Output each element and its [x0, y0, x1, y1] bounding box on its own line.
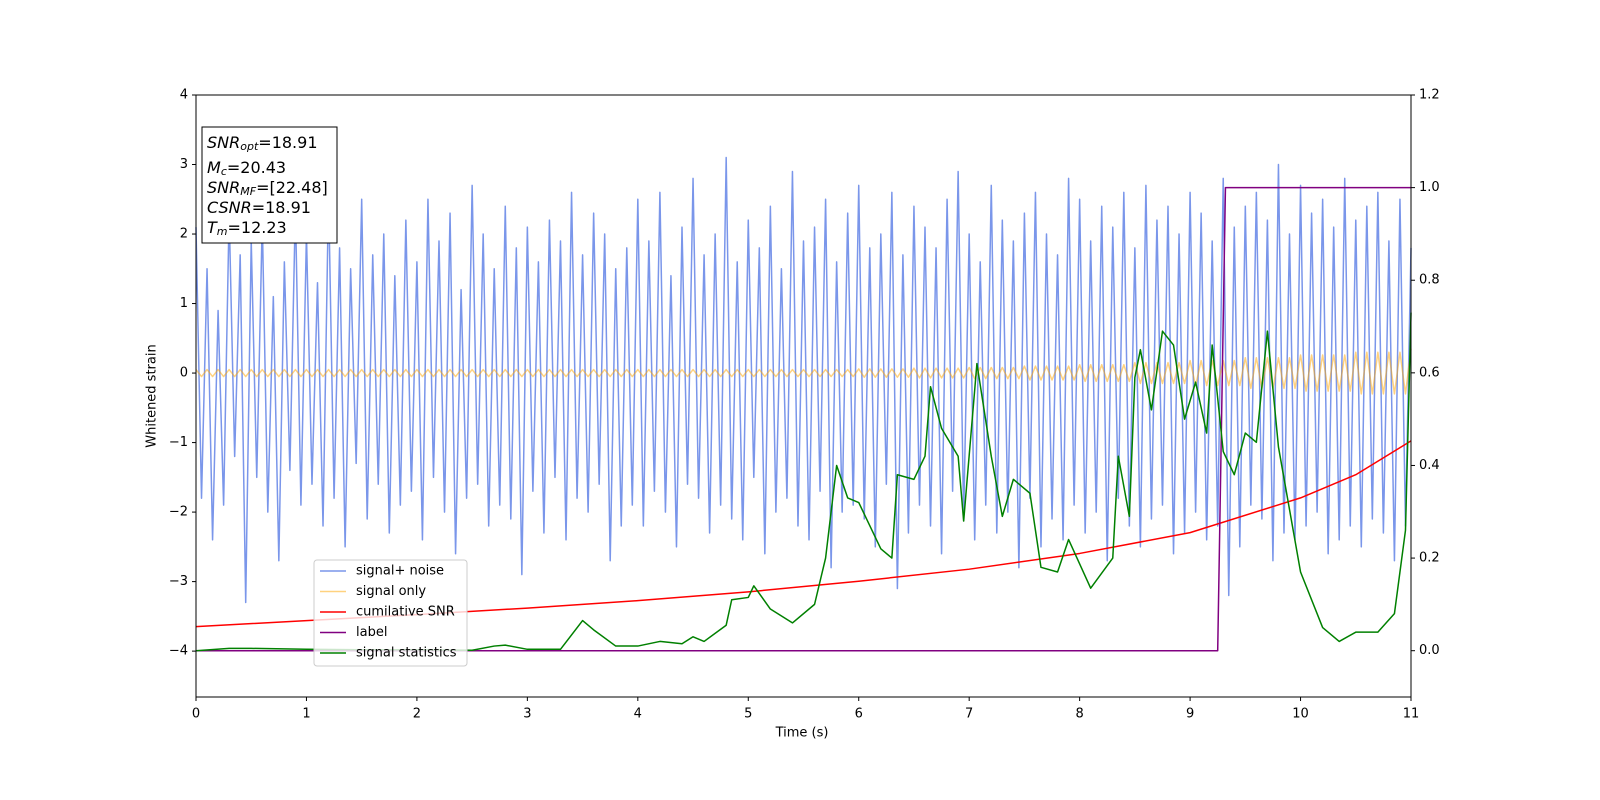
x-axis-label: Time (s) — [775, 726, 829, 741]
series-line — [195, 312, 1412, 652]
annotation-value: =12.23 — [228, 218, 287, 237]
annotation-subscript: opt — [240, 140, 259, 153]
y-tick-label: 3 — [180, 157, 188, 172]
y2-tick-label: 0.4 — [1419, 458, 1440, 473]
annotation-line: CSNR=18.91 — [207, 198, 311, 217]
legend-label: label — [356, 625, 387, 640]
legend-box — [313, 559, 468, 667]
annotation-value: =18.91 — [258, 133, 317, 152]
series-line — [195, 348, 1412, 395]
y-tick-label: 4 — [180, 88, 188, 103]
legend-label: signal+ noise — [356, 564, 444, 579]
annotation-subscript: MF — [240, 185, 256, 198]
legend-label: signal statistics — [356, 646, 457, 661]
y-tick-label: 2 — [180, 227, 188, 242]
series-line — [195, 156, 1412, 604]
x-tick-label: 6 — [855, 707, 863, 722]
annotation-line: Tm=12.23 — [207, 218, 287, 239]
x-tick-label: 4 — [634, 707, 642, 722]
series-line — [196, 186, 1411, 652]
y2-tick-label: 0.2 — [1419, 551, 1440, 566]
x-tick-label: 10 — [1292, 707, 1309, 722]
annotation-symbol: T — [207, 218, 218, 237]
y2-tick-label: 1.0 — [1419, 180, 1440, 195]
y2-tick-label: 0.8 — [1419, 273, 1440, 288]
annotation-symbol: SNR — [207, 178, 240, 197]
y-tick-label: 1 — [180, 296, 188, 311]
annotation-line: SNRopt=18.91 — [207, 133, 318, 154]
x-tick-label: 0 — [192, 707, 200, 722]
y-tick-label: −1 — [169, 435, 188, 450]
y-tick-label: 0 — [180, 366, 188, 381]
y-tick-label: −4 — [169, 644, 188, 659]
y2-tick-label: 1.2 — [1419, 88, 1440, 103]
y-tick-label: −3 — [169, 574, 188, 589]
y-tick-label: −2 — [169, 505, 188, 520]
annotation-line: Mc=20.43 — [207, 158, 286, 179]
annotation-subscript: m — [217, 225, 228, 238]
x-tick-label: 9 — [1186, 707, 1194, 722]
annotation-value: =18.91 — [252, 198, 311, 217]
annotation-value: =[22.48] — [256, 178, 328, 197]
annotation-symbol: CSNR — [207, 198, 252, 217]
annotation-frame — [201, 126, 338, 244]
x-tick-label: 11 — [1403, 707, 1420, 722]
legend-label: signal only — [356, 584, 426, 599]
legend: signal+ noise signal only cumilative SNR la… — [313, 559, 468, 667]
annotation-symbol: SNR — [207, 133, 240, 152]
annotation-box: SNRopt=18.91Mc=20.43SNRMF=[22.48]CSNR=18… — [201, 126, 338, 244]
x-tick-label: 5 — [744, 707, 752, 722]
annotation-value: =20.43 — [227, 158, 286, 177]
x-tick-label: 3 — [523, 707, 531, 722]
x-tick-label: 8 — [1075, 707, 1083, 722]
annotation-subscript: c — [221, 165, 227, 178]
annotation-line: SNRMF=[22.48] — [207, 178, 328, 199]
y2-tick-label: 0.0 — [1419, 643, 1440, 658]
x-tick-label: 1 — [302, 707, 310, 722]
x-tick-label: 7 — [965, 707, 973, 722]
y-axis-label: Whitened strain — [145, 344, 160, 447]
annotation-symbol: M — [207, 158, 221, 177]
x-tick-label: 2 — [413, 707, 421, 722]
legend-label: cumilative SNR — [356, 605, 455, 620]
plot-frame — [195, 94, 1412, 698]
y2-tick-label: 0.6 — [1419, 365, 1440, 380]
ticks: 0 1 2 3 4 5 6 7 8 9 10 11 −4 −3 −2 −1 0 1 2 3 4 0.0 0.2 0.4 0.6 0… — [169, 88, 1440, 722]
